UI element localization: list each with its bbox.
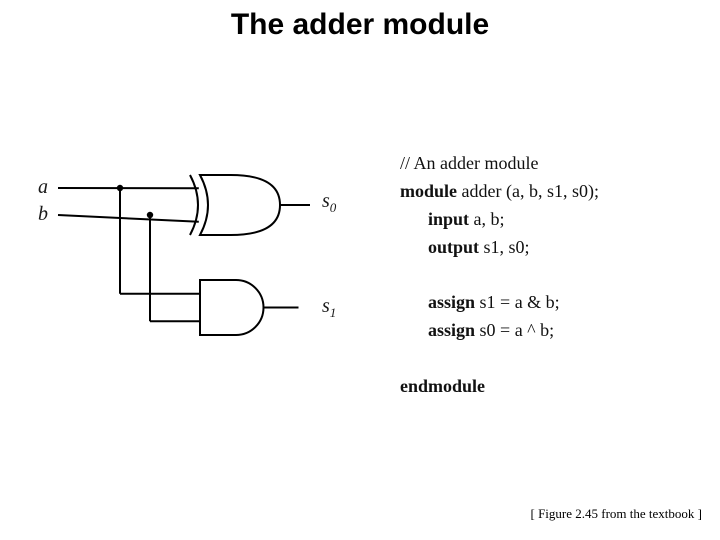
code-line	[400, 262, 690, 290]
verilog-code: // An adder modulemodule adder (a, b, s1…	[400, 150, 690, 401]
code-line	[400, 345, 690, 373]
code-line: assign s1 = a & b;	[400, 289, 690, 317]
label-s1-sub: 1	[330, 305, 337, 320]
circuit-diagram: a b s0 s1	[40, 140, 350, 370]
code-line: // An adder module	[400, 150, 690, 178]
figure-caption: [ Figure 2.45 from the textbook ]	[531, 506, 703, 522]
label-s0-base: s	[322, 190, 330, 212]
label-s0: s0	[322, 190, 336, 216]
page-title: The adder module	[0, 8, 720, 42]
label-s0-sub: 0	[330, 200, 337, 215]
label-a: a	[38, 176, 48, 199]
label-b: b	[38, 203, 48, 226]
circuit-svg	[40, 140, 350, 370]
code-line: endmodule	[400, 373, 690, 401]
code-line: input a, b;	[400, 206, 690, 234]
label-s1-base: s	[322, 295, 330, 317]
code-line: module adder (a, b, s1, s0);	[400, 178, 690, 206]
code-line: assign s0 = a ^ b;	[400, 317, 690, 345]
code-line: output s1, s0;	[400, 234, 690, 262]
label-s1: s1	[322, 295, 336, 321]
